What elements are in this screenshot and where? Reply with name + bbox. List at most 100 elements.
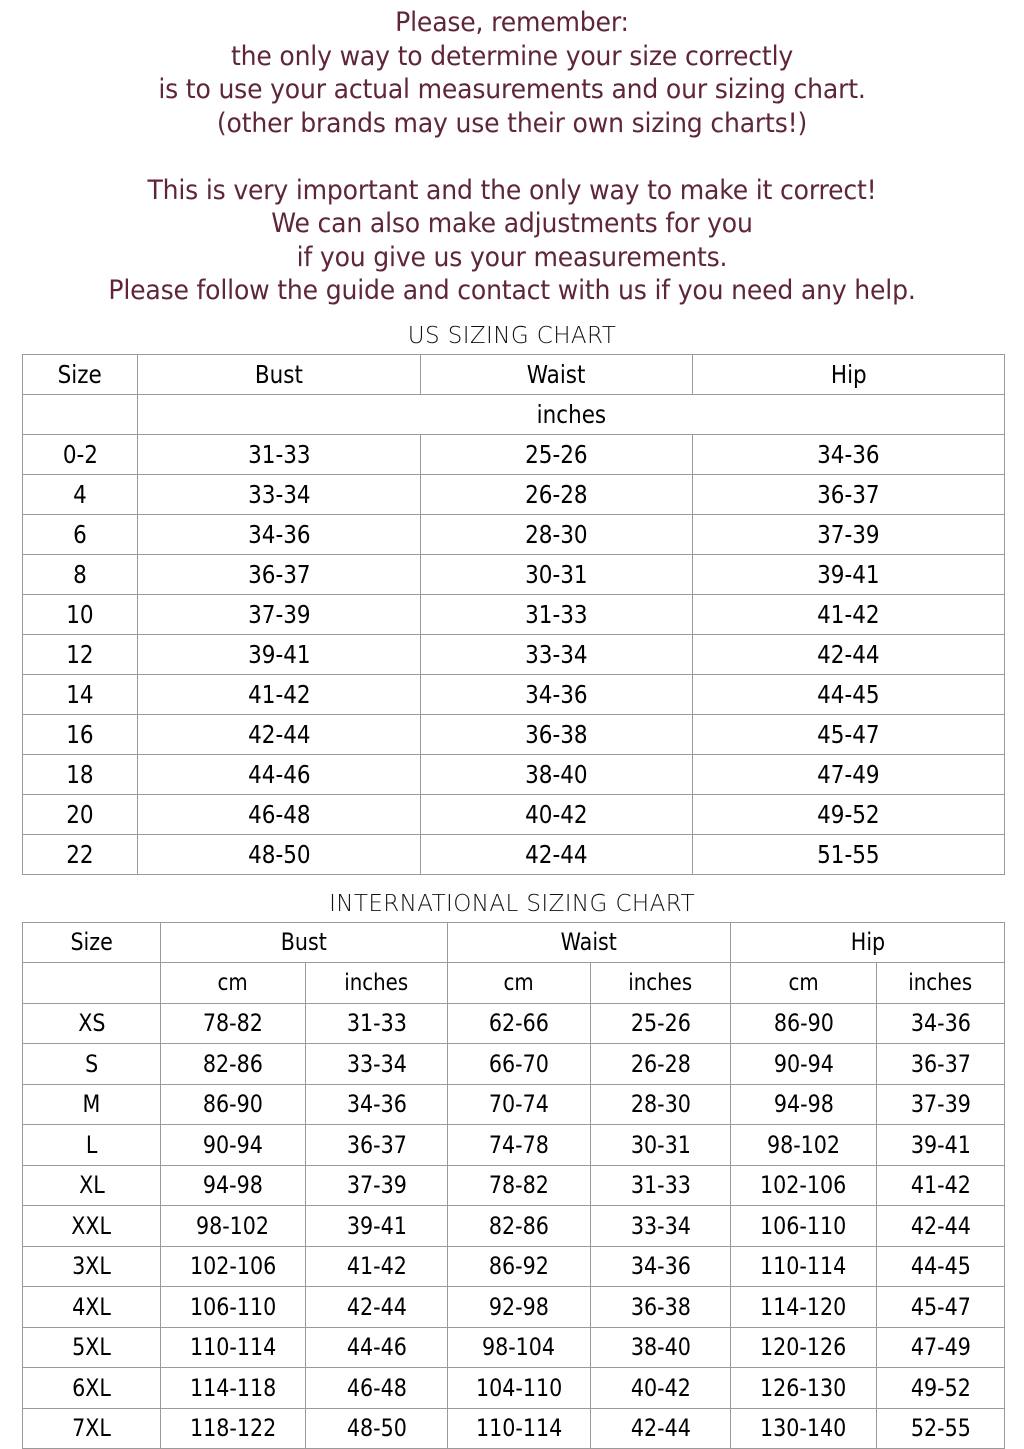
- us-measure-cell-text: 47-49: [817, 760, 879, 789]
- intro-line: (other brands may use their own sizing c…: [36, 107, 988, 141]
- us-size-cell-text: 20: [66, 800, 93, 829]
- intl-measure-cell-text: 98-102: [767, 1131, 840, 1159]
- intl-measure-cell: 102-106: [161, 1246, 306, 1287]
- intl-measure-cell: 33-34: [306, 1044, 448, 1085]
- intl-measure-cell-text: 102-106: [190, 1252, 276, 1280]
- intl-size-cell-text: 3XL: [72, 1252, 111, 1280]
- intl-measure-cell-text: 36-37: [911, 1050, 971, 1078]
- intl-size-cell: S: [23, 1044, 161, 1085]
- intl-measure-cell: 66-70: [448, 1044, 591, 1085]
- intro-line-spacer: [0, 140, 1024, 174]
- us-size-cell-text: 16: [66, 720, 93, 749]
- intl-measure-cell: 106-110: [161, 1287, 306, 1328]
- intl-measure-cell: 34-36: [877, 1003, 1005, 1044]
- intl-measure-cell-text: 42-44: [347, 1293, 407, 1321]
- intl-measure-cell: 48-50: [306, 1408, 448, 1449]
- us-measure-cell-text: 41-42: [248, 680, 310, 709]
- intl-size-cell-text: 7XL: [72, 1414, 111, 1442]
- intl-chart-title: INTERNATIONAL SIZING CHART: [0, 890, 1024, 918]
- intl-measure-cell-text: 45-47: [911, 1293, 971, 1321]
- intl-size-cell-text: 4XL: [72, 1293, 111, 1321]
- intl-measure-cell-text: 26-28: [631, 1050, 691, 1078]
- us-size-cell-text: 8: [73, 560, 87, 589]
- intl-measure-cell: 86-92: [448, 1246, 591, 1287]
- intl-size-cell: 5XL: [23, 1327, 161, 1368]
- intl-measure-cell-text: 28-30: [631, 1090, 691, 1118]
- intl-measure-cell-text: 36-37: [347, 1131, 407, 1159]
- intl-measure-cell: 62-66: [448, 1003, 591, 1044]
- us-measure-cell-text: 45-47: [817, 720, 879, 749]
- intl-column-header-text: Size: [70, 928, 112, 956]
- intl-measure-cell-text: 118-122: [190, 1414, 276, 1442]
- intl-measure-cell-text: 94-98: [774, 1090, 834, 1118]
- us-size-cell: 20: [23, 794, 138, 834]
- intl-measure-cell: 114-118: [161, 1368, 306, 1409]
- intl-unit-header-text: inches: [909, 970, 973, 996]
- intl-measure-cell: 92-98: [448, 1287, 591, 1328]
- intl-measure-cell-text: 39-41: [911, 1131, 971, 1159]
- intl-size-cell: 4XL: [23, 1287, 161, 1328]
- intl-measure-cell-text: 98-102: [196, 1212, 269, 1240]
- intl-column-header-text: Hip: [850, 928, 884, 956]
- us-size-cell-text: 12: [66, 640, 93, 669]
- intl-measure-cell-text: 46-48: [347, 1374, 407, 1402]
- us-measure-cell-text: 28-30: [525, 520, 587, 549]
- us-measure-cell-text: 39-41: [248, 640, 310, 669]
- intl-measure-cell-text: 86-90: [774, 1009, 834, 1037]
- us-measure-cell: 42-44: [421, 834, 693, 874]
- intl-measure-cell-text: 41-42: [911, 1171, 971, 1199]
- intl-measure-cell: 37-39: [306, 1165, 448, 1206]
- us-measure-cell-text: 33-34: [248, 480, 310, 509]
- intl-measure-cell-text: 37-39: [347, 1171, 407, 1199]
- intl-measure-cell-text: 66-70: [489, 1050, 549, 1078]
- intl-size-cell: 6XL: [23, 1368, 161, 1409]
- intl-measure-cell: 104-110: [448, 1368, 591, 1409]
- us-measure-cell: 36-37: [138, 554, 421, 594]
- us-measure-cell: 42-44: [138, 714, 421, 754]
- us-measure-cell: 41-42: [138, 674, 421, 714]
- us-measure-cell-text: 31-33: [248, 440, 310, 469]
- intl-measure-cell: 110-114: [161, 1327, 306, 1368]
- intl-measure-cell-text: 74-78: [489, 1131, 549, 1159]
- us-measure-cell: 26-28: [421, 474, 693, 514]
- intl-measure-cell: 82-86: [448, 1206, 591, 1247]
- intl-measure-cell-text: 86-92: [489, 1252, 549, 1280]
- intl-measure-cell-text: 31-33: [631, 1171, 691, 1199]
- intl-measure-cell-text: 94-98: [203, 1171, 263, 1199]
- intl-measure-cell-text: 33-34: [347, 1050, 407, 1078]
- intl-measure-cell: 49-52: [877, 1368, 1005, 1409]
- us-size-cell: 0-2: [23, 434, 138, 474]
- intro-line: This is very important and the only way …: [36, 174, 988, 208]
- us-measure-cell: 42-44: [693, 634, 1005, 674]
- intl-size-cell: XXL: [23, 1206, 161, 1247]
- us-measure-cell: 37-39: [693, 514, 1005, 554]
- intl-size-cell-text: L: [86, 1131, 98, 1159]
- intl-measure-cell: 118-122: [161, 1408, 306, 1449]
- us-column-header-text: Bust: [255, 360, 303, 389]
- intl-measure-cell-text: 62-66: [489, 1009, 549, 1037]
- intl-subheader-blank: [23, 963, 161, 1004]
- intl-unit-header: inches: [306, 963, 448, 1004]
- intl-unit-header-text: cm: [504, 970, 534, 996]
- us-measure-cell-text: 31-33: [525, 600, 587, 629]
- us-measure-cell: 34-36: [693, 434, 1005, 474]
- intl-measure-cell: 44-45: [877, 1246, 1005, 1287]
- us-measure-cell: 34-36: [138, 514, 421, 554]
- us-measure-cell-text: 44-45: [817, 680, 879, 709]
- us-size-cell: 4: [23, 474, 138, 514]
- intl-unit-header-text: inches: [345, 970, 409, 996]
- us-size-cell: 10: [23, 594, 138, 634]
- intl-unit-header-text: inches: [629, 970, 693, 996]
- intl-column-header-text: Bust: [281, 928, 327, 956]
- us-measure-cell-text: 30-31: [525, 560, 587, 589]
- intl-measure-cell: 34-36: [306, 1084, 448, 1125]
- intl-measure-cell: 126-130: [731, 1368, 877, 1409]
